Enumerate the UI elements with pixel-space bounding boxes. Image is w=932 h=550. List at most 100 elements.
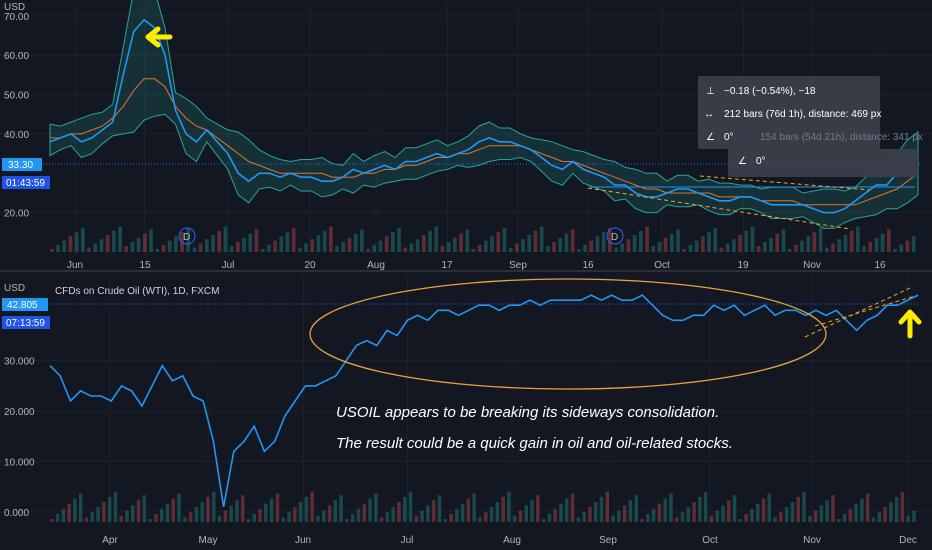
top-volume-bar [787,249,792,252]
top-volume-bar [74,232,79,252]
bottom-volume-bar [796,496,800,522]
bottom-volume-bar [310,491,314,522]
top-y-tick-label: 20.00 [4,209,29,220]
top-volume-bar [335,246,339,252]
top-volume-bar [626,239,631,252]
top-volume-bar [645,226,649,252]
top-volume-bar [682,249,687,252]
bottom-volume-bar [136,500,141,522]
top-volume-bar [887,229,891,252]
bottom-volume-bar [397,502,401,522]
top-volume-bar [384,236,389,252]
top-volume-bar [589,240,594,252]
top-volume-bar [440,246,445,252]
yellow-arrow-up-icon [898,309,922,339]
measure-price-icon: ⊥ [706,86,715,97]
top-volume-bar [273,240,277,252]
bottom-y-axis: 30.000 20.000 10.000 0.000 [4,357,35,519]
bottom-volume-bar [148,519,152,522]
top-volume-bar [564,233,569,252]
top-volume-bar [329,226,333,252]
bottom-volume-bar [206,496,210,522]
top-volume-bar [186,228,191,252]
top-volume-bar [81,228,85,252]
bottom-volume-bar [90,512,94,522]
top-volume-bar [577,249,581,252]
top-volume-bar [521,239,525,252]
bottom-chart-pane[interactable]: Apr May Jun Jul Aug Sep Oct Nov Dec 30.000 20.000… [2,278,922,546]
bottom-volume-bar [119,515,123,522]
top-volume-bar [291,228,296,252]
bottom-volume-bar [414,515,419,522]
bottom-volume-bar [790,502,795,522]
top-volume-bar [279,236,284,252]
moving-average-line [50,78,919,206]
bottom-volume-bar [680,512,685,522]
top-volume-bar [639,230,643,252]
top-volume-bar [161,244,166,252]
bottom-volume-bar [437,495,442,522]
bottom-x-tick-label: Oct [702,535,718,546]
bottom-volume-bar [241,495,245,522]
trend-arrow-top-2 [699,175,871,191]
top-volume-bar [800,240,804,252]
top-volume-bar [341,242,346,252]
grid-lines [0,2,932,531]
top-volume-bar [874,237,879,252]
bottom-volume-bar [617,510,621,522]
bottom-volume-bar [316,515,320,522]
top-volume-bar [750,226,755,252]
bottom-volume-bar [611,515,615,522]
bottom-volume-bar [842,513,847,522]
top-volume-bar [781,229,786,252]
top-volume-bar [403,247,408,252]
top-volume-bar [205,239,209,252]
top-volume-bar [558,237,563,252]
bottom-volume-bar [501,496,505,522]
top-volume-bar [353,233,358,252]
bottom-volume-bar [663,498,667,522]
bottom-volume-bar [628,500,633,522]
top-volume-bar [694,240,699,252]
top-volume-bar [68,236,73,252]
bottom-volume-bar [478,517,482,522]
bottom-volume-bar [235,500,239,522]
top-volume-bar [880,233,885,252]
bottom-volume-bar [524,505,528,522]
bottom-volume-bar [165,503,170,522]
bottom-volume-bar [322,510,326,522]
bottom-volume-bar [159,508,164,522]
bottom-volume-bar [698,496,702,522]
bottom-volume-bar [605,491,609,522]
dividend-marker-2[interactable]: D [606,227,624,245]
bottom-volume-bar [894,496,899,522]
top-volume-bar [174,236,178,252]
top-countdown-tag: 01:43:59 [2,176,50,189]
bottom-price-line [49,294,919,508]
bottom-volume-bar [536,495,540,522]
top-chart-pane[interactable]: Jun 15 Jul 20 Aug 17 Sep 16 Oct 19 Nov 16 70.00 60.0… [2,0,923,271]
top-volume-bar [496,232,501,252]
bottom-volume-bar [113,491,118,522]
top-volume-bar [484,240,488,252]
bottom-volume-bar [784,507,789,522]
bottom-volume-bar [865,493,870,522]
top-volume-bar [738,235,742,252]
top-volume-bar [136,237,141,252]
top-volume-bar [471,249,476,252]
top-volume-bar [632,235,637,252]
bottom-volume-bar [530,500,534,522]
bottom-volume-bar [350,513,355,522]
top-volume-bar [366,249,370,252]
trend-arrow-top [587,187,851,230]
bottom-volume-bar [837,519,841,522]
bottom-x-tick-label: Dec [899,535,917,546]
top-volume-bar [198,243,203,252]
bottom-volume-bar [420,510,424,522]
top-volume-bar [93,243,98,252]
top-volume-bar [794,244,798,252]
dividend-marker-1[interactable]: D [178,227,196,245]
bottom-x-tick-label: Aug [503,535,521,546]
bottom-volume-bar [669,493,673,522]
bottom-volume-bar [339,495,343,522]
